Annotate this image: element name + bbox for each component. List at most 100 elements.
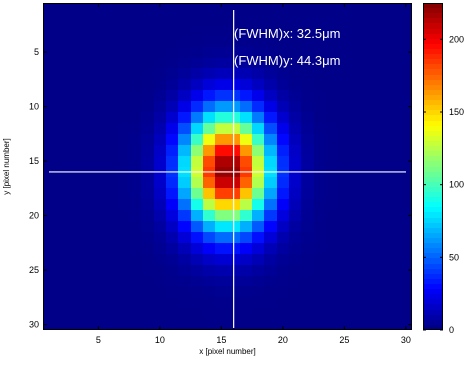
heatmap-cell [80,254,92,265]
heatmap-cell [400,14,412,25]
heatmap-cell [338,177,351,188]
heatmap-cell [400,112,412,123]
heatmap-cell [154,210,166,221]
heatmap-cell [387,112,400,123]
heatmap-cell [68,79,80,90]
heatmap-cell [301,123,314,134]
heatmap-cell [68,319,80,330]
heatmap-cell [264,112,277,123]
heatmap-cell [387,156,400,167]
heatmap-cell [129,134,141,145]
heatmap-cell [129,319,141,330]
heatmap-cell [166,243,178,254]
heatmap-cell [314,286,326,297]
heatmap-cell [400,265,412,276]
heatmap-cell [289,14,301,25]
heatmap-cell [80,25,92,36]
heatmap-cell [215,232,228,243]
heatmap-cell [178,210,191,221]
heatmap-cell [314,199,326,210]
heatmap-cell [129,221,141,232]
heatmap-cell [326,199,338,210]
colorbar-segment [423,34,443,39]
heatmap-cell [191,68,203,79]
heatmap-cell [314,188,326,199]
heatmap-cell [387,145,400,156]
heatmap-cell [252,36,264,47]
heatmap-cell [154,254,166,265]
heatmap-cell [240,254,252,265]
colorbar-segment [423,192,443,197]
heatmap-cell [117,112,129,123]
heatmap-cell [387,188,400,199]
heatmap-cell [400,286,412,297]
colorbar-segment [423,131,443,136]
heatmap-cell [55,188,68,199]
heatmap-cell [178,319,191,330]
heatmap-cell [68,47,80,58]
heatmap-cell [387,265,400,276]
heatmap-cell [387,319,400,330]
colorbar-segment [423,269,443,274]
x-axis-ticks: 5 10 15 20 25 30 [96,3,411,345]
heatmap-cell [240,79,252,90]
heatmap-cell [363,134,375,145]
heatmap-cell [55,286,68,297]
heatmap-cell [314,101,326,112]
heatmap-cell [166,265,178,276]
heatmap-cell [338,297,351,308]
heatmap-cell [375,221,387,232]
heatmap-cell [203,319,215,330]
heatmap-cell [351,308,363,319]
heatmap-cell [363,112,375,123]
heatmap-cell [351,101,363,112]
heatmap-cell [289,199,301,210]
colorbar-segment [423,238,443,243]
heatmap-cell [375,210,387,221]
heatmap-cell [301,308,314,319]
heatmap-cell [240,112,252,123]
heatmap-cell [43,243,55,254]
heatmap-cell [301,47,314,58]
heatmap-cell [363,210,375,221]
heatmap-cell [154,25,166,36]
heatmap-cell [129,232,141,243]
heatmap-cell [154,265,166,276]
heatmap-cell [68,276,80,286]
heatmap-cell [68,3,80,14]
heatmap-cell [264,156,277,167]
heatmap-cell [43,286,55,297]
heatmap-cell [117,210,129,221]
heatmap-cell [178,156,191,167]
heatmap-cell [363,297,375,308]
heatmap-cell [301,14,314,25]
heatmap-cell [375,265,387,276]
heatmap-cell [240,286,252,297]
colorbar-tick-label: 200 [449,34,464,44]
heatmap-cell [301,199,314,210]
heatmap-cell [240,265,252,276]
heatmap-cell [191,3,203,14]
heatmap-cell [141,3,154,14]
heatmap-cell [400,297,412,308]
heatmap-cell [43,123,55,134]
heatmap-cell [80,134,92,145]
heatmap-cell [215,79,228,90]
heatmap-cell [387,297,400,308]
heatmap-cell [117,188,129,199]
heatmap-cell [191,221,203,232]
heatmap-cell [351,112,363,123]
heatmap-cell [215,36,228,47]
heatmap-cell [105,68,117,79]
colorbar-segment [423,320,443,325]
heatmap-cell [252,286,264,297]
heatmap-cell [117,58,129,68]
heatmap-cell [166,232,178,243]
heatmap-cell [326,36,338,47]
heatmap-cell [277,14,289,25]
heatmap-cell [55,319,68,330]
heatmap-cell [178,188,191,199]
heatmap-cell [326,134,338,145]
heatmap-cell [338,276,351,286]
heatmap-cell [215,177,228,188]
